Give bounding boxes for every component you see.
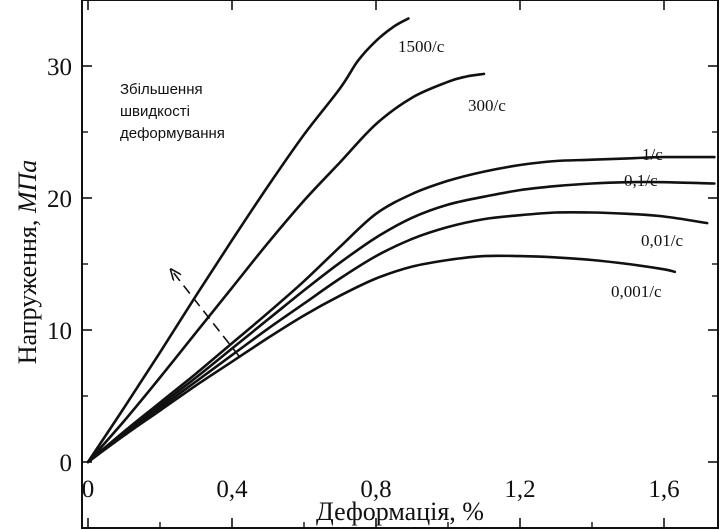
rate-increase-annotation: Збільшення швидкості деформування xyxy=(120,81,240,357)
series-label: 1500/c xyxy=(398,37,445,56)
series-line xyxy=(86,155,716,464)
series-line xyxy=(86,210,709,464)
curves xyxy=(86,17,716,464)
series-line xyxy=(86,180,716,464)
series-label: 0,1/c xyxy=(624,171,658,190)
series-label: 0,001/c xyxy=(611,282,662,301)
y-axis-title-unit: МПа xyxy=(13,160,42,214)
series-label: 0,01/c xyxy=(641,231,683,250)
x-tick-label: 0,4 xyxy=(216,476,248,503)
series-line xyxy=(86,72,486,464)
x-tick-label: 1,6 xyxy=(648,476,679,503)
y-tick-label: 10 xyxy=(47,318,72,345)
y-tick-label: 0 xyxy=(60,450,73,477)
series-label: 1/c xyxy=(642,145,663,164)
series-labels: 1500/c 300/c 1/c 0,1/c 0,01/c 0,001/c xyxy=(398,37,683,301)
annotation-line-2: швидкості xyxy=(120,103,190,120)
annotation-line-1: Збільшення xyxy=(120,81,203,98)
series-line xyxy=(86,254,677,464)
y-axis-title: Напруження, МПа xyxy=(13,160,42,365)
tick-labels: 0 0,4 0,8 1,2 1,6 0 10 20 30 xyxy=(47,54,680,503)
annotation-line-3: деформування xyxy=(120,125,225,142)
x-tick-label: 1,2 xyxy=(504,476,535,503)
series-label: 300/c xyxy=(468,96,506,115)
x-tick-label: 0 xyxy=(82,476,95,503)
x-tick-label: 0,8 xyxy=(360,476,391,503)
series-line xyxy=(86,17,410,464)
x-axis-title: Деформація, % xyxy=(316,497,484,526)
axis-ticks xyxy=(82,0,718,528)
y-tick-label: 30 xyxy=(47,54,72,81)
y-tick-label: 20 xyxy=(47,186,72,213)
arrow-icon xyxy=(171,269,240,357)
y-axis-title-text: Напруження, xyxy=(13,213,42,364)
